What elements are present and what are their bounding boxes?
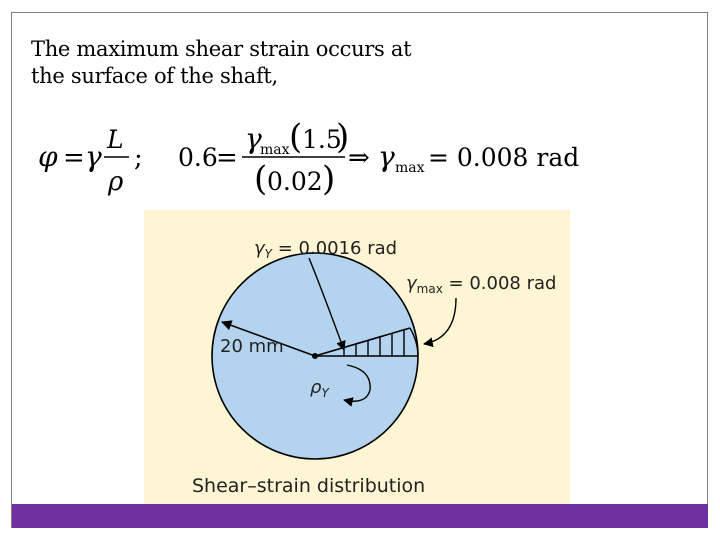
length-symbol: L [106, 125, 124, 154]
body-text-line-2: the surface of the shaft, [31, 64, 278, 88]
implies-arrow: ⇒ [348, 143, 370, 173]
strain-distribution-arc [409, 327, 419, 357]
radius-dimension-arrow [221, 320, 316, 357]
shear-strain-diagram: γY = 0.0016 rad γmax = 0.008 rad 20 mm ρ… [192, 238, 556, 497]
gamma-y-leader [308, 257, 346, 351]
gamma-max-label: γmax = 0.008 rad [406, 273, 556, 296]
rho-symbol: ρ [107, 167, 124, 197]
semicolon: ; [134, 143, 143, 173]
strain-distribution-edge [314, 327, 411, 357]
figure-caption: Shear–strain distribution [192, 475, 425, 497]
equals-sign-1: = [63, 143, 85, 173]
close-paren-2: ) [322, 159, 335, 199]
radius-label: 20 mm [220, 336, 284, 357]
gamma-max-symbol: γ [245, 122, 262, 155]
gamma-max-subscript: max [260, 142, 290, 158]
body-text: The maximum shear strain occurs at the s… [31, 36, 491, 90]
gamma-result-subscript: max [395, 160, 425, 176]
open-paren-1: ( [289, 118, 302, 157]
rho-y-leader [343, 364, 371, 407]
phi-symbol: φ [38, 140, 58, 173]
accent-bar [12, 504, 708, 528]
close-paren-1: ) [336, 118, 349, 157]
shaft-center [312, 353, 318, 359]
gamma-max-leader [423, 297, 457, 348]
shear-strain-figure: γY = 0.0016 rad γmax = 0.008 rad 20 mm ρ… [144, 210, 570, 510]
gamma-symbol: γ [85, 140, 102, 173]
gamma-y-label: γY = 0.0016 rad [254, 238, 397, 261]
equals-sign-2: = [216, 143, 238, 173]
body-text-line-1: The maximum shear strain occurs at [31, 37, 412, 61]
lhs-value: 0.6 [178, 143, 218, 172]
rho-y-label: ρY [310, 377, 330, 400]
strain-formula: φ = γ L ρ ; 0.6 = γ max ( 1.5 ) ( 0.02 )… [38, 118, 579, 199]
gamma-result-symbol: γ [378, 140, 395, 173]
denominator-value: 0.02 [267, 167, 323, 196]
strain-hatching [343, 330, 405, 356]
numerator-value: 1.5 [302, 125, 342, 154]
open-paren-2: ( [254, 159, 267, 199]
result-value: = 0.008 rad [428, 143, 579, 172]
